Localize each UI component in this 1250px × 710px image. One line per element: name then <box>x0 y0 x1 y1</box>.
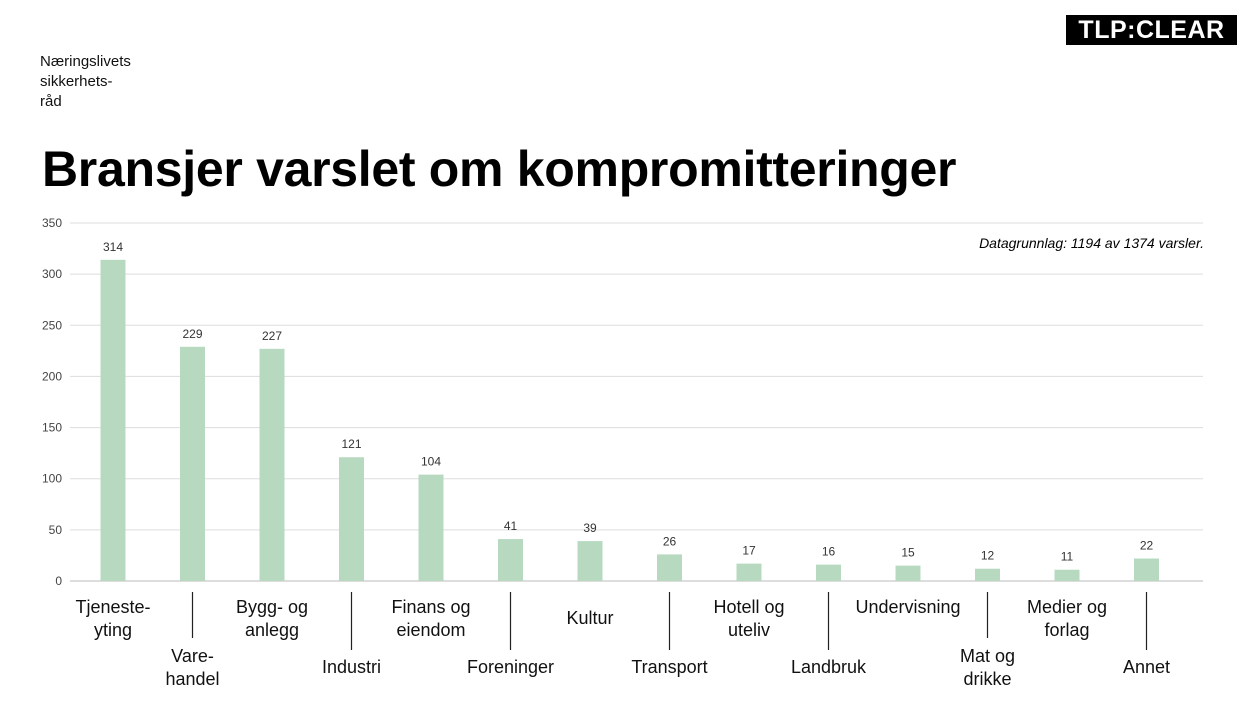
data-label: 15 <box>901 546 915 560</box>
x-category-label: Kultur <box>566 608 613 628</box>
x-category-label: Finans og eiendom <box>391 597 470 640</box>
x-category-label: Medier og forlag <box>1027 597 1107 640</box>
bar <box>418 474 444 581</box>
x-category-label: Transport <box>631 657 707 677</box>
data-label: 229 <box>182 327 202 341</box>
bar <box>1054 569 1080 581</box>
x-category-label: Industri <box>322 657 381 677</box>
bar <box>100 259 126 581</box>
bar <box>736 563 762 581</box>
y-tick-label: 200 <box>42 369 62 383</box>
data-label: 314 <box>103 240 123 254</box>
chart-title: Bransjer varslet om kompromitteringer <box>42 141 957 197</box>
data-label: 121 <box>341 437 361 451</box>
data-label: 104 <box>421 455 441 469</box>
data-label: 17 <box>742 544 756 558</box>
y-tick-label: 100 <box>42 472 62 486</box>
bar <box>1134 558 1159 581</box>
x-category-label: Bygg- og anlegg <box>236 597 308 640</box>
x-category-label: Undervisning <box>855 597 960 617</box>
bar <box>259 348 285 581</box>
organization-logo-text: Næringslivets sikkerhets- råd <box>40 53 131 110</box>
x-category-label: Landbruk <box>791 657 867 677</box>
x-category-label: Foreninger <box>467 657 554 677</box>
x-category-label: Annet <box>1123 657 1170 677</box>
y-tick-label: 250 <box>42 318 62 332</box>
data-label: 26 <box>663 534 677 548</box>
bar <box>577 541 603 581</box>
y-tick-label: 300 <box>42 267 62 281</box>
y-tick-label: 50 <box>49 523 63 537</box>
tlp-badge: TLP:CLEAR <box>1066 15 1237 45</box>
y-tick-label: 150 <box>42 421 62 435</box>
data-label: 39 <box>583 521 597 535</box>
data-label: 16 <box>822 545 836 559</box>
bar <box>975 568 1000 581</box>
x-category-label: Vare-handel <box>165 646 219 689</box>
bar <box>816 564 841 581</box>
bar <box>895 565 921 581</box>
x-category-label: Tjeneste-yting <box>75 597 150 640</box>
bar <box>657 554 682 581</box>
x-category-label: Mat og drikke <box>960 646 1015 689</box>
x-category-label: Hotell og uteliv <box>713 597 784 640</box>
data-label: 41 <box>504 519 518 533</box>
data-label: 11 <box>1061 550 1074 564</box>
data-label: 22 <box>1140 538 1154 552</box>
bar <box>339 457 364 581</box>
bar <box>180 346 205 581</box>
bar <box>498 539 523 581</box>
chart-note: Datagrunnlag: 1194 av 1374 varsler. <box>979 235 1204 251</box>
data-label: 227 <box>262 329 282 343</box>
data-label: 12 <box>981 549 995 563</box>
y-tick-label: 0 <box>55 574 62 588</box>
y-tick-label: 350 <box>42 216 62 230</box>
